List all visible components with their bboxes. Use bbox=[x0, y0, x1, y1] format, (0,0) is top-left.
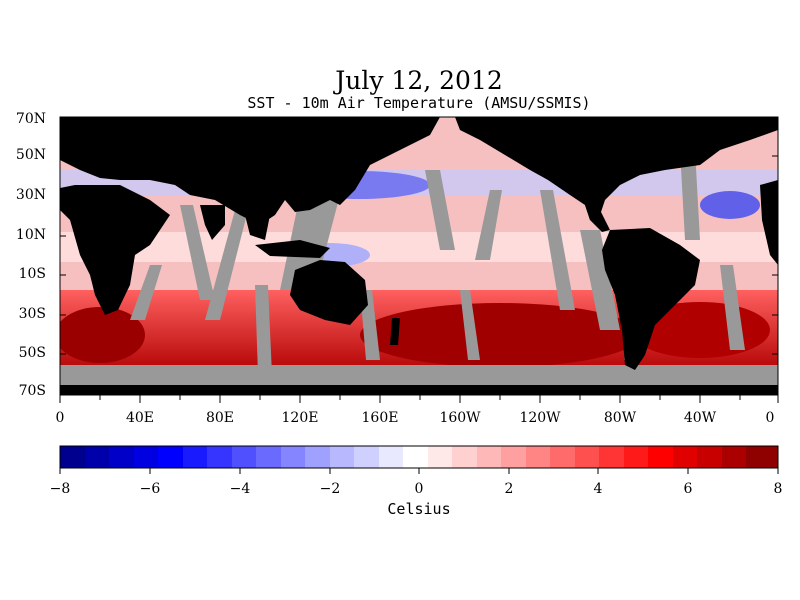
colorbar-label-minus4: −4 bbox=[229, 481, 251, 497]
lat-label-70n: 70N bbox=[15, 111, 46, 127]
lat-label-10s: 10S bbox=[18, 266, 46, 282]
colorbar-label-minus8: −8 bbox=[49, 481, 71, 497]
colorbar bbox=[59, 445, 779, 469]
map-subtitle: SST - 10m Air Temperature (AMSU/SSMIS) bbox=[247, 94, 591, 112]
lat-label-10n: 10N bbox=[15, 227, 46, 243]
lon-label-40e: 40E bbox=[125, 410, 155, 426]
antarctica bbox=[60, 385, 778, 395]
lat-label-30n: 30N bbox=[15, 187, 46, 203]
lat-label-50s: 50S bbox=[18, 345, 46, 361]
colorbar-label-minus6: −6 bbox=[139, 481, 161, 497]
lat-label-30s: 30S bbox=[18, 306, 46, 322]
lon-label-120e: 120E bbox=[281, 410, 319, 426]
lon-label-120w: 120W bbox=[519, 410, 561, 426]
cool-spot-atlantic bbox=[700, 191, 760, 219]
colorbar-units: Celsius bbox=[387, 500, 451, 518]
colorbar-label-0: 0 bbox=[414, 481, 424, 497]
lon-label-40w: 40W bbox=[683, 410, 717, 426]
colorbar-label-8: 8 bbox=[773, 481, 783, 497]
colorbar-label-2: 2 bbox=[504, 481, 514, 497]
missing-data-swaths bbox=[130, 150, 745, 375]
lon-label-160e: 160E bbox=[361, 410, 399, 426]
lon-label-160w: 160W bbox=[439, 410, 481, 426]
colorbar-label-4: 4 bbox=[593, 481, 603, 497]
lon-label-80w: 80W bbox=[603, 410, 637, 426]
lat-label-70s: 70S bbox=[18, 383, 46, 399]
lon-label-0: 0 bbox=[55, 410, 65, 426]
lat-label-50n: 50N bbox=[15, 147, 46, 163]
map-title: July 12, 2012 bbox=[335, 66, 503, 95]
colorbar-label-minus2: −2 bbox=[319, 481, 341, 497]
colorbar-label-6: 6 bbox=[683, 481, 693, 497]
hot-spot-indian bbox=[60, 307, 145, 363]
lon-label-0-east: 0 bbox=[765, 410, 775, 426]
hot-spot-south-pacific bbox=[360, 303, 640, 367]
land bbox=[60, 117, 778, 370]
lat-ticks bbox=[60, 119, 778, 393]
colorbar-ticks bbox=[59, 468, 779, 474]
lon-ticks bbox=[59, 395, 779, 403]
lon-label-80e: 80E bbox=[205, 410, 235, 426]
map-frame bbox=[59, 116, 779, 396]
